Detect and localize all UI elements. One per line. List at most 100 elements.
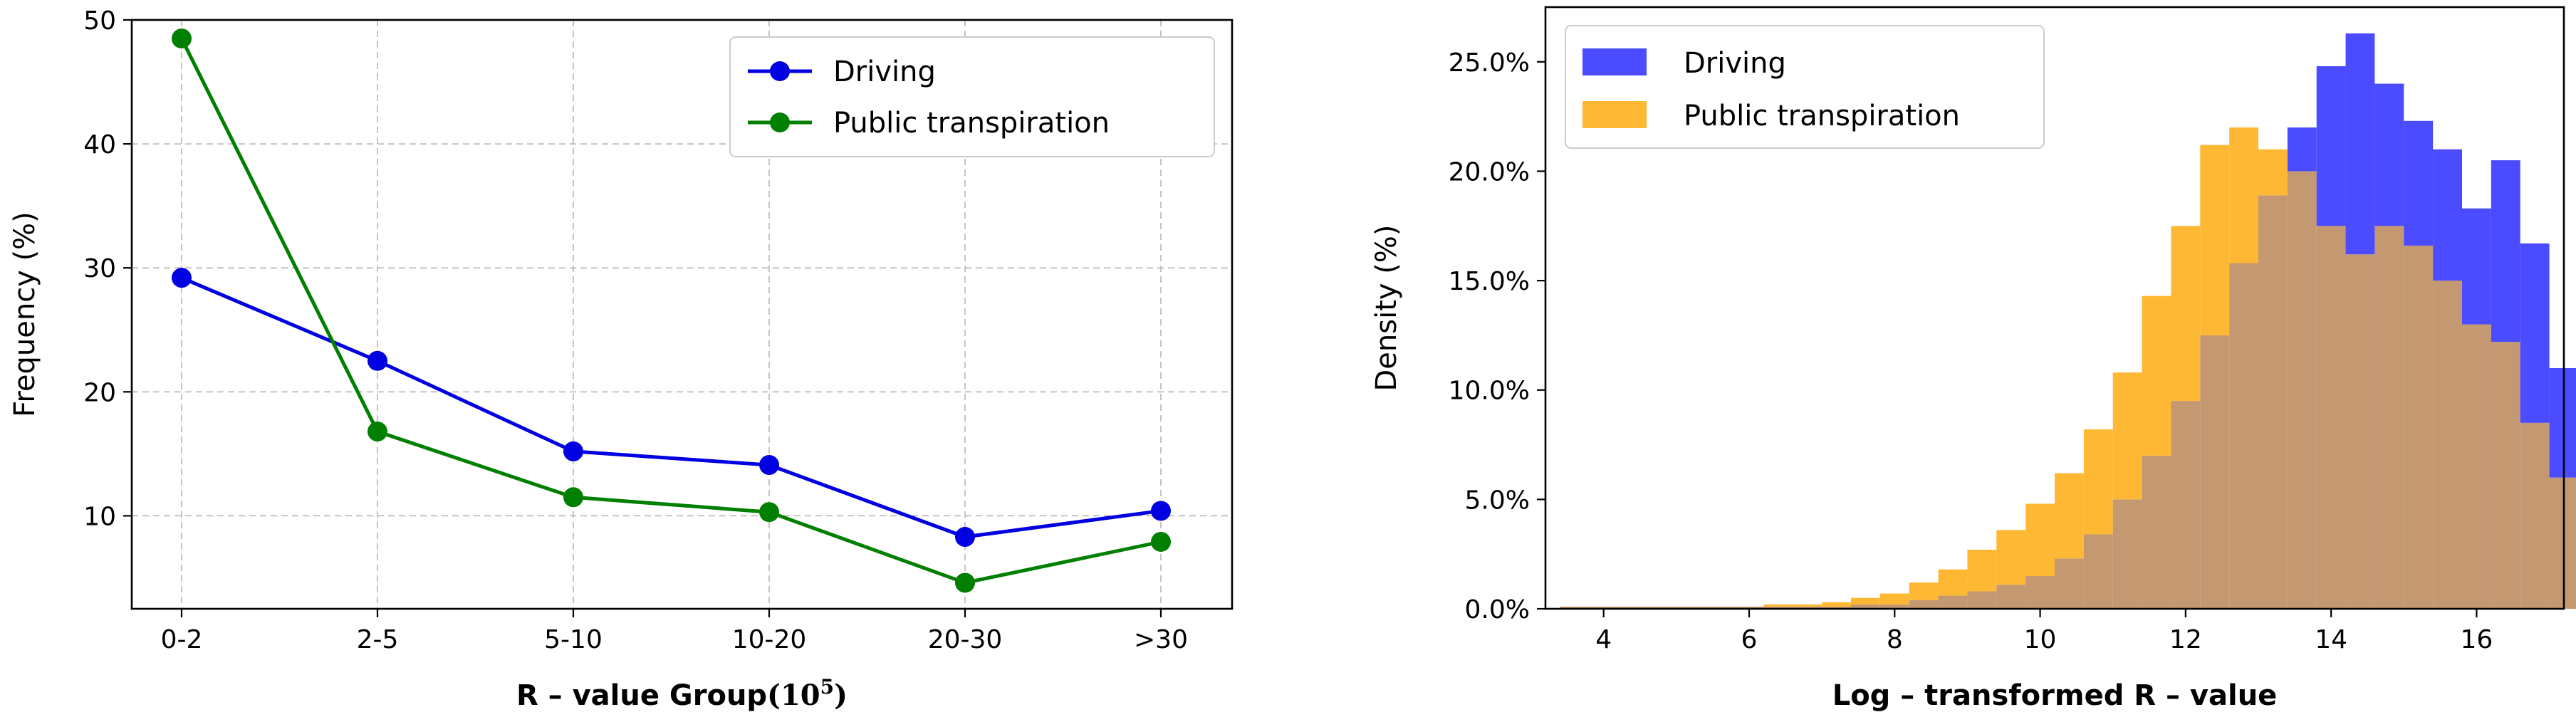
histogram-bar-public-transpiration [2229,127,2258,263]
histogram-bar-overlap [1851,604,1880,609]
legend-label: Public transpiration [1684,100,1960,132]
histogram-bar-driving [2287,127,2317,172]
data-point [1151,501,1171,521]
histogram-bar-driving [2491,160,2520,342]
x-axis-title: R – value Group(105) [516,675,848,712]
histogram-bar-public-transpiration [2200,145,2230,335]
histogram-bar-overlap [1793,606,1823,609]
histogram-bar-public-transpiration [1909,582,1939,600]
density-histogram-chart: 4 6 8 10 12 14 16 0.0% 5.0% 10.0% 15.0% 20.0% 25.0% L… [1370,6,2576,712]
x-tick-label: 2-5 [357,625,399,654]
histogram-bar-overlap [2462,324,2491,609]
histogram-bar-driving [2345,33,2375,255]
histogram-bar-public-transpiration [2258,149,2288,196]
histogram-bar-overlap [2229,263,2258,609]
plot-frame [130,19,1234,610]
histogram-bar-public-transpiration [1763,604,1793,607]
histogram-bar-public-transpiration [1996,530,2026,585]
data-point [1151,531,1171,552]
histogram-bar-public-transpiration [2142,295,2171,456]
series-line [181,276,1162,539]
histogram-bar-overlap [1647,606,1677,609]
x-tick-label: 10 [2024,625,2057,654]
legend-marker [770,113,790,132]
histogram-bar-overlap [1705,606,1735,609]
data-point [563,441,583,461]
histogram-bar-overlap [2345,254,2375,609]
histogram-bar-overlap [1618,606,1647,609]
histogram-bar-public-transpiration [2112,372,2142,500]
histogram-bar-overlap [2142,455,2171,609]
histogram-bar-public-transpiration [1879,593,1909,605]
histogram-bar-overlap [2200,335,2230,609]
histogram-bar-overlap [2083,534,2113,609]
histogram-bar-public-transpiration [1851,597,1880,605]
histogram-bar-overlap [1909,600,1939,609]
histogram-bar-public-transpiration [1967,550,1997,592]
histogram-bar-driving [2520,243,2550,423]
histogram-bar-public-transpiration [2171,226,2201,402]
legend-box [1565,25,2045,149]
histogram-bar-overlap [2433,281,2462,609]
y-tick-label: 0.0% [1465,595,1530,624]
histogram-bar-overlap [1734,606,1764,609]
data-point [955,527,975,548]
y-tick-label: 10.0% [1449,377,1530,406]
data-point [367,422,387,442]
y-tick-label: 5.0% [1465,486,1530,515]
x-tick-label: 10-20 [732,625,807,654]
x-tick-label: 0-2 [161,625,203,654]
histogram-bar-overlap [2171,401,2201,609]
histogram-bar-overlap [1822,606,1851,609]
histogram-bar-public-transpiration [1822,602,1851,607]
legend-box [729,36,1215,157]
legend-label: Driving [1684,47,1786,80]
data-point [759,455,779,476]
histogram-bar-overlap [2491,342,2520,609]
histogram-bar-overlap [2025,575,2055,609]
histogram-bar-driving [2433,149,2462,281]
legend-swatch [1582,101,1647,128]
data-point [955,572,975,593]
x-tick-label: 4 [1595,625,1612,654]
y-tick-label: 30 [83,254,116,283]
y-tick-label: 15.0% [1449,267,1530,296]
x-tick-label: 14 [2315,625,2347,654]
histogram-bar-driving [2404,120,2434,246]
y-tick-label: 20.0% [1449,157,1530,187]
x-tick-label: 16 [2461,625,2493,654]
histogram-bar-public-transpiration [2025,503,2055,576]
x-axis-title: Log – transformed R – value [1832,679,2278,712]
histogram-bar-overlap [2520,422,2550,609]
data-point [367,350,387,371]
x-tick-label: 12 [2169,625,2202,654]
plot-frame [1544,6,2565,610]
histogram-bar-overlap [2112,499,2142,609]
histogram-bar-overlap [1560,606,1590,609]
y-tick-label: 40 [83,130,116,159]
data-point [563,487,583,508]
y-tick-label: 50 [83,6,116,36]
x-tick-label: 5-10 [544,625,603,654]
x-tick-label: 20-30 [928,625,1003,654]
histogram-bar-overlap [1996,585,2026,609]
legend: Driving Public transpiration [729,36,1215,157]
y-tick-label: 10 [83,502,116,531]
histogram-bar-overlap [2374,226,2404,610]
histogram-bar-public-transpiration [1938,569,1968,596]
histogram-bar-public-transpiration [1793,604,1823,607]
histogram-bar-overlap [2055,558,2084,609]
legend-marker [770,61,790,81]
data-point [172,268,192,288]
y-tick-label: 20 [83,378,116,407]
histogram-bar-overlap [1938,595,1968,609]
legend-label: Public transpiration [833,107,1110,140]
histogram-bar-driving [2316,66,2346,226]
histogram-bar-driving [2374,83,2404,226]
histogram-bar-driving [2549,368,2576,478]
histogram-bar-overlap [1763,606,1793,609]
series-line [179,38,1162,585]
legend: Driving Public transpiration [1565,25,2045,149]
y-tick-label: 25.0% [1449,48,1530,78]
